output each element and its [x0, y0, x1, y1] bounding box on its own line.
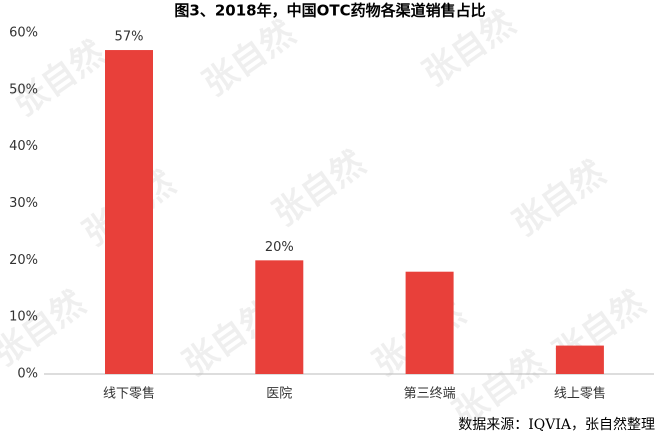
- y-tick-label: 40%: [9, 139, 38, 154]
- x-tick-label: 线上零售: [554, 386, 606, 402]
- y-tick-label: 30%: [9, 196, 38, 211]
- watermark: 张自然: [196, 13, 302, 104]
- y-tick-label: 0%: [17, 367, 38, 382]
- data-label: 57%: [115, 30, 144, 45]
- watermark: 张自然: [0, 283, 92, 374]
- watermark: 张自然: [266, 143, 372, 234]
- y-tick-label: 20%: [9, 253, 38, 268]
- x-tick-label: 线下零售: [103, 386, 155, 402]
- source-note: 数据来源：IQVIA，张自然整理: [458, 416, 655, 433]
- y-tick-label: 10%: [9, 310, 38, 325]
- data-label: 20%: [265, 240, 294, 255]
- watermark: 张自然: [506, 153, 612, 244]
- x-tick-label: 第三终端: [404, 386, 456, 402]
- bar: [405, 271, 454, 374]
- bar: [555, 345, 604, 374]
- y-tick-label: 60%: [9, 26, 38, 41]
- chart-title: 图3、2018年，中国OTC药物各渠道销售占比: [174, 2, 485, 20]
- x-tick-label: 医院: [266, 387, 292, 402]
- bar: [255, 260, 304, 374]
- y-tick-label: 50%: [9, 82, 38, 97]
- watermark: 张自然: [6, 33, 112, 124]
- bar: [105, 50, 153, 375]
